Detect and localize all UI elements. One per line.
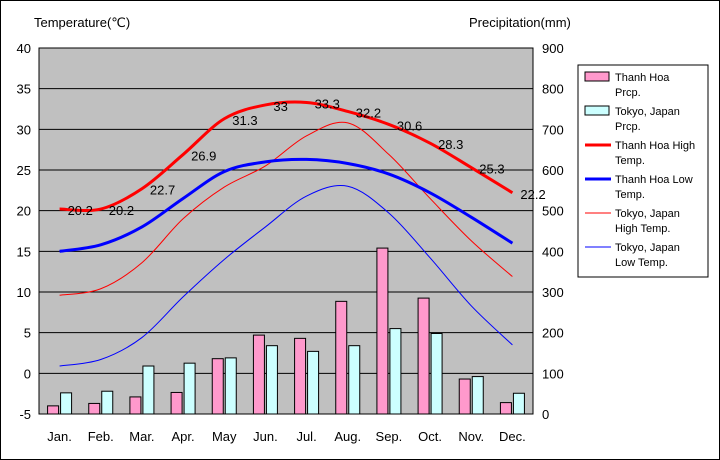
precip-bar bbox=[348, 345, 361, 415]
month-label: May bbox=[212, 429, 237, 444]
month-label: Nov. bbox=[458, 429, 484, 444]
month-label: Mar. bbox=[129, 429, 154, 444]
precip-bar bbox=[183, 362, 196, 415]
high-temp-data-label: 26.9 bbox=[191, 149, 216, 164]
high-temp-data-label: 20.2 bbox=[109, 203, 134, 218]
high-temp-data-label: 33.3 bbox=[315, 96, 340, 111]
precip-bar bbox=[417, 297, 430, 415]
month-label: Dec. bbox=[499, 429, 526, 444]
month-label: Jul. bbox=[296, 429, 316, 444]
legend-label: Thanh Hoa bbox=[615, 72, 670, 84]
left-tick-label: 20 bbox=[17, 204, 31, 219]
precip-bar bbox=[499, 402, 512, 415]
precip-bar bbox=[47, 405, 60, 415]
high-temp-data-label: 30.6 bbox=[397, 118, 422, 133]
legend-label: Temp. bbox=[615, 155, 645, 167]
precip-bar bbox=[512, 392, 525, 415]
left-tick-label: 10 bbox=[17, 285, 31, 300]
left-tick-label: 30 bbox=[17, 122, 31, 137]
right-tick-label: 0 bbox=[542, 407, 549, 422]
precip-bar bbox=[389, 328, 402, 415]
legend-label: Thanh Hoa Low bbox=[615, 174, 693, 186]
right-tick-label: 500 bbox=[542, 204, 564, 219]
left-tick-label: 35 bbox=[17, 82, 31, 97]
legend-label: Prcp. bbox=[615, 121, 641, 133]
legend-label: Thanh Hoa High bbox=[615, 140, 695, 152]
left-tick-label: 15 bbox=[17, 244, 31, 259]
high-temp-data-label: 32.2 bbox=[356, 105, 381, 120]
legend-label: Low Temp. bbox=[615, 257, 668, 269]
precip-bar bbox=[211, 358, 224, 415]
high-temp-data-label: 28.3 bbox=[438, 137, 463, 152]
month-label: Apr. bbox=[172, 429, 195, 444]
right-tick-label: 100 bbox=[542, 366, 564, 381]
precip-bar bbox=[471, 376, 484, 415]
right-tick-label: 300 bbox=[542, 285, 564, 300]
precip-bar bbox=[170, 391, 183, 415]
left-tick-label: -5 bbox=[19, 407, 31, 422]
temperature-line bbox=[59, 100, 514, 213]
precip-bar bbox=[252, 334, 265, 415]
high-temp-data-label: 25.3 bbox=[479, 162, 504, 177]
precip-bar bbox=[129, 396, 142, 415]
left-tick-label: 25 bbox=[17, 163, 31, 178]
month-label: Oct. bbox=[418, 429, 442, 444]
right-tick-label: 800 bbox=[542, 82, 564, 97]
legend-label: Tokyo, Japan bbox=[615, 208, 680, 220]
legend-label: Prcp. bbox=[615, 87, 641, 99]
precip-bar bbox=[294, 337, 307, 415]
legend-swatch bbox=[584, 71, 610, 82]
left-axis-title: Temperature(℃) bbox=[34, 15, 130, 30]
precip-bar bbox=[88, 402, 101, 415]
legend-swatch bbox=[584, 105, 610, 116]
left-tick-label: 5 bbox=[24, 326, 31, 341]
left-tick-label: 40 bbox=[17, 41, 31, 56]
legend-label: Tokyo, Japan bbox=[615, 106, 680, 118]
high-temp-data-label: 22.2 bbox=[520, 187, 545, 202]
right-tick-label: 900 bbox=[542, 41, 564, 56]
precip-bar bbox=[307, 350, 320, 415]
precip-bar bbox=[376, 247, 389, 415]
precip-bar bbox=[430, 332, 443, 415]
temperature-line bbox=[59, 121, 513, 296]
temperature-line bbox=[59, 185, 513, 367]
month-label: Jun. bbox=[253, 429, 278, 444]
precip-bar bbox=[265, 345, 278, 415]
precip-bar bbox=[101, 390, 114, 415]
right-tick-label: 400 bbox=[542, 244, 564, 259]
right-tick-label: 600 bbox=[542, 163, 564, 178]
high-temp-data-label: 20.2 bbox=[68, 203, 93, 218]
high-temp-data-label: 31.3 bbox=[232, 113, 257, 128]
right-tick-label: 700 bbox=[542, 122, 564, 137]
legend-label: High Temp. bbox=[615, 223, 670, 235]
high-temp-data-label: 33 bbox=[273, 99, 287, 114]
legend: Thanh Hoa Prcp. Tokyo, Japan Prcp. Thanh Hoa… bbox=[577, 64, 709, 278]
plot-area: 40 35 30 25 20 15 10 5 0 -5 900 800 700 600 500 400 300 2… bbox=[17, 41, 564, 444]
month-label: Feb. bbox=[88, 429, 114, 444]
month-label: Aug. bbox=[334, 429, 361, 444]
left-tick-label: 0 bbox=[24, 366, 31, 381]
precip-bar bbox=[60, 392, 73, 415]
legend-label: Temp. bbox=[615, 189, 645, 201]
plot-background bbox=[38, 47, 534, 415]
high-temp-data-label: 22.7 bbox=[150, 183, 175, 198]
temperature-line bbox=[59, 157, 514, 253]
legend-label: Tokyo, Japan bbox=[615, 242, 680, 254]
month-label: Sep. bbox=[376, 429, 403, 444]
precip-bar bbox=[458, 378, 471, 415]
month-label: Jan. bbox=[47, 429, 72, 444]
legend-box bbox=[577, 64, 709, 278]
right-tick-label: 200 bbox=[542, 326, 564, 341]
precip-bar bbox=[224, 357, 237, 415]
precip-bar bbox=[335, 300, 348, 415]
precip-bar bbox=[142, 365, 155, 415]
right-axis-title: Precipitation(mm) bbox=[469, 15, 571, 30]
